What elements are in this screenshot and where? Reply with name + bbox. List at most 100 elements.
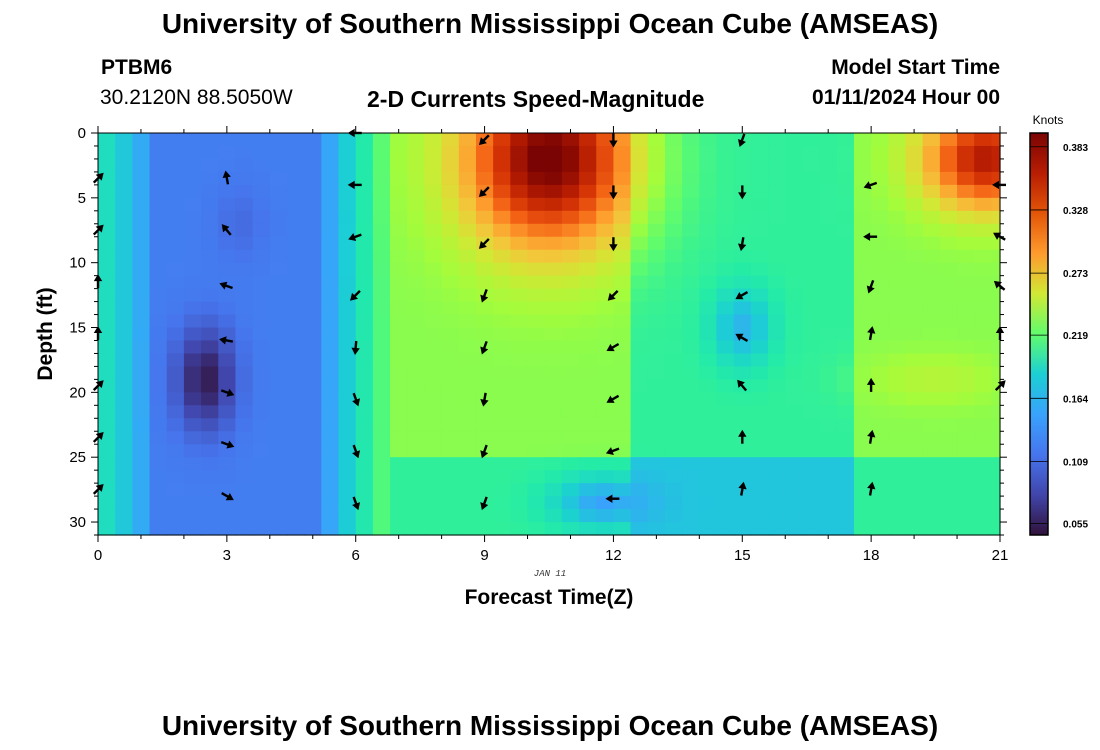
heat-cell <box>579 145 597 160</box>
heat-cell <box>458 223 477 238</box>
heat-cell <box>939 301 958 316</box>
current-arrow <box>348 233 362 241</box>
heat-cell <box>836 158 855 173</box>
heat-cell <box>458 197 477 212</box>
heat-cell <box>407 353 426 368</box>
heat-cell <box>527 171 546 186</box>
heat-cell <box>527 483 546 497</box>
heat-cell <box>132 327 151 342</box>
heat-cell <box>957 197 975 212</box>
heat-cell <box>424 145 443 160</box>
heat-cell <box>98 366 116 380</box>
heat-cell <box>321 249 340 264</box>
heat-cell <box>115 275 133 290</box>
heat-cell <box>149 288 168 303</box>
heat-cell <box>218 210 237 225</box>
heat-cell <box>286 379 305 393</box>
heat-cell <box>768 133 786 147</box>
heat-cell <box>991 133 1001 147</box>
heat-cell <box>579 236 597 251</box>
heat-cell <box>647 314 666 329</box>
model-start-label: Model Start Time <box>831 56 1000 79</box>
heat-cell <box>579 184 597 199</box>
heat-cell <box>819 405 838 419</box>
heat-cell <box>750 353 769 368</box>
heat-cell <box>699 314 718 329</box>
heat-cell <box>922 522 941 536</box>
heat-cell <box>853 288 872 303</box>
heat-cell <box>510 327 529 342</box>
heat-cell <box>252 133 271 147</box>
heat-cell <box>664 249 683 264</box>
heat-cell <box>424 353 443 368</box>
current-arrow <box>738 429 747 444</box>
heat-cell <box>939 223 958 238</box>
heat-cell <box>286 288 305 303</box>
heat-cell <box>235 197 254 212</box>
heat-cell <box>871 158 889 173</box>
station-id: PTBM6 <box>101 56 173 79</box>
heat-cell <box>235 327 254 342</box>
heat-cell <box>630 483 649 497</box>
heat-cell <box>544 210 563 225</box>
heat-cell <box>596 379 615 393</box>
heat-cell <box>836 522 855 536</box>
heat-cell <box>149 249 168 264</box>
heat-cell <box>355 431 374 445</box>
heat-cell <box>647 327 666 342</box>
heat-cell <box>905 418 924 432</box>
heat-cell <box>424 133 443 147</box>
heat-cell <box>905 210 924 225</box>
heat-cell <box>630 522 649 536</box>
heat-cell <box>888 340 907 355</box>
heat-cell <box>132 184 151 199</box>
heat-cell <box>853 197 872 212</box>
heat-cell <box>183 171 202 186</box>
heat-cell <box>98 353 116 368</box>
heat-cell <box>338 275 357 290</box>
heat-cell <box>269 431 288 445</box>
heat-cell <box>390 275 408 290</box>
heat-cell <box>716 470 735 484</box>
heat-cell <box>252 366 271 380</box>
heat-cell <box>98 327 116 342</box>
heat-cell <box>802 275 821 290</box>
heat-cell <box>149 457 168 471</box>
heat-cell <box>269 483 288 497</box>
heat-cell <box>596 353 615 368</box>
heat-cell <box>630 184 649 199</box>
heat-cell <box>716 288 735 303</box>
heat-cell <box>664 223 683 238</box>
heat-cell <box>355 184 374 199</box>
heat-cell <box>218 405 237 419</box>
heat-cell <box>527 197 546 212</box>
heat-cell <box>372 431 391 445</box>
heat-cell <box>596 483 615 497</box>
heat-cell <box>493 379 511 393</box>
heat-cell <box>132 340 151 355</box>
heat-cell <box>561 262 580 277</box>
heat-cell <box>218 236 237 251</box>
heat-cell <box>819 366 838 380</box>
heat-cell <box>922 470 941 484</box>
heat-cell <box>424 496 443 510</box>
heat-cell <box>372 262 391 277</box>
heat-cell <box>836 236 855 251</box>
heat-cell <box>269 236 288 251</box>
heat-cell <box>664 236 683 251</box>
heat-cell <box>252 392 271 406</box>
heat-cell <box>544 509 563 523</box>
heat-cell <box>596 366 615 380</box>
x-tick-label: 0 <box>94 547 102 564</box>
heat-cell <box>596 133 615 147</box>
heat-cell <box>922 223 941 238</box>
heat-cell <box>252 262 271 277</box>
heat-cell <box>664 145 683 160</box>
heat-cell <box>630 133 649 147</box>
heat-cell <box>304 379 322 393</box>
heat-cell <box>475 431 494 445</box>
heat-cell <box>304 366 322 380</box>
heat-cell <box>235 496 254 510</box>
heat-cell <box>579 353 597 368</box>
heat-cell <box>785 314 804 329</box>
